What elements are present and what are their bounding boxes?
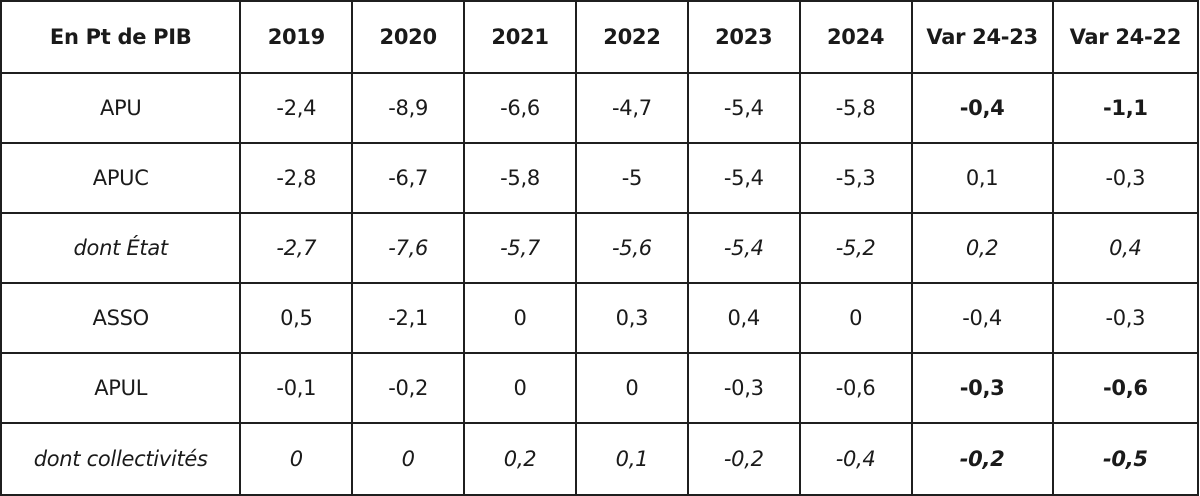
data-cell: -5,6	[574, 212, 689, 284]
data-cell: 0,1	[910, 142, 1054, 214]
header-cell-2024: 2024	[798, 0, 913, 74]
data-cell: 0,4	[686, 282, 801, 354]
header-cell-2019: 2019	[239, 0, 354, 74]
data-cell: -5,4	[686, 72, 801, 144]
data-cell: -0,1	[239, 352, 354, 424]
data-cell: 0	[574, 352, 689, 424]
data-cell: -8,9	[351, 72, 466, 144]
data-cell: -4,7	[574, 72, 689, 144]
table-row: dont collectivités 0 0 0,2 0,1 -0,2 -0,4 -0,2 -0…	[0, 422, 1200, 496]
table-row: ASSO 0,5 -2,1 0 0,3 0,4 0 -0,4 -0,3	[0, 282, 1200, 354]
data-cell: 0,2	[463, 422, 577, 496]
data-cell: -0,3	[686, 352, 801, 424]
data-cell: -5	[574, 142, 689, 214]
data-cell: 0,2	[910, 212, 1054, 284]
data-cell: 0	[463, 352, 577, 424]
data-cell: -2,4	[239, 72, 354, 144]
data-cell: -0,2	[910, 422, 1054, 496]
header-cell-var-24-23: Var 24-23	[910, 0, 1054, 74]
table-row: dont État -2,7 -7,6 -5,7 -5,6 -5,4 -5,2 0,2 0,4	[0, 212, 1200, 284]
data-cell: -5,7	[463, 212, 577, 284]
data-cell: -2,1	[351, 282, 466, 354]
data-cell: -0,2	[686, 422, 801, 496]
header-cell-label: En Pt de PIB	[0, 0, 242, 74]
header-cell-2021: 2021	[463, 0, 577, 74]
header-row: En Pt de PIB 2019 2020 2021 2022 2023 20…	[0, 0, 1200, 74]
row-label-cell: APU	[0, 72, 242, 144]
row-label-cell: APUC	[0, 142, 242, 214]
data-cell: -5,8	[798, 72, 913, 144]
data-cell: -5,8	[463, 142, 577, 214]
row-label-cell: dont collectivités	[0, 422, 242, 496]
row-label-cell: dont État	[0, 212, 242, 284]
row-label-cell: APUL	[0, 352, 242, 424]
data-cell: 0	[798, 282, 913, 354]
data-cell: -0,2	[351, 352, 466, 424]
data-cell: -0,4	[910, 72, 1054, 144]
table-row: APU -2,4 -8,9 -6,6 -4,7 -5,4 -5,8 -0,4 -1,1	[0, 72, 1200, 144]
data-cell: -1,1	[1051, 72, 1200, 144]
data-cell: -0,5	[1051, 422, 1200, 496]
data-cell: 0	[351, 422, 466, 496]
data-cell: -2,7	[239, 212, 354, 284]
data-cell: -0,4	[798, 422, 913, 496]
data-cell: -0,3	[910, 352, 1054, 424]
data-cell: -7,6	[351, 212, 466, 284]
data-cell: 0	[463, 282, 577, 354]
data-cell: -5,4	[686, 142, 801, 214]
data-cell: -5,2	[798, 212, 913, 284]
data-cell: -6,6	[463, 72, 577, 144]
data-cell: 0,5	[239, 282, 354, 354]
data-cell: -6,7	[351, 142, 466, 214]
row-label-cell: ASSO	[0, 282, 242, 354]
header-cell-2023: 2023	[686, 0, 801, 74]
data-cell: -5,4	[686, 212, 801, 284]
header-cell-var-24-22: Var 24-22	[1051, 0, 1200, 74]
data-cell: -2,8	[239, 142, 354, 214]
data-cell: -0,3	[1051, 282, 1200, 354]
data-cell: -5,3	[798, 142, 913, 214]
data-cell: -0,6	[798, 352, 913, 424]
data-cell: 0	[239, 422, 354, 496]
data-cell: 0,1	[574, 422, 689, 496]
table-row: APUC -2,8 -6,7 -5,8 -5 -5,4 -5,3 0,1 -0,3	[0, 142, 1200, 214]
data-cell: -0,3	[1051, 142, 1200, 214]
data-cell: 0,3	[574, 282, 689, 354]
data-cell: -0,4	[910, 282, 1054, 354]
data-cell: -0,6	[1051, 352, 1200, 424]
table-row: APUL -0,1 -0,2 0 0 -0,3 -0,6 -0,3 -0,6	[0, 352, 1200, 424]
table-body: APU -2,4 -8,9 -6,6 -4,7 -5,4 -5,8 -0,4 -1,1 APUC -…	[0, 72, 1200, 496]
header-cell-2020: 2020	[351, 0, 466, 74]
header-cell-2022: 2022	[574, 0, 689, 74]
data-cell: 0,4	[1051, 212, 1200, 284]
